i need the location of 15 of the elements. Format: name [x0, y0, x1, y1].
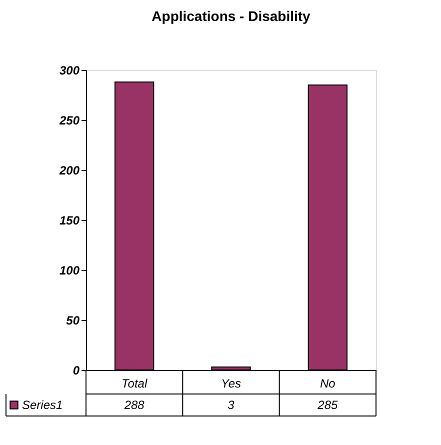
x-tick-label: No — [320, 376, 336, 390]
y-tick-label: 200 — [58, 164, 80, 178]
y-tick-label: 100 — [59, 264, 80, 278]
legend-label: Series1 — [22, 398, 63, 412]
x-tick-label: Yes — [220, 376, 242, 390]
chart-title: Applications - Disability — [152, 8, 311, 24]
data-label: 3 — [228, 398, 235, 412]
y-tick-label: 250 — [58, 114, 80, 128]
y-tick-label: 150 — [59, 214, 80, 228]
y-tick-label: 0 — [72, 364, 80, 378]
data-label: 288 — [123, 398, 145, 412]
data-label: 285 — [316, 398, 338, 412]
y-tick-label: 300 — [59, 64, 80, 78]
x-tick-label: Total — [122, 376, 148, 390]
y-tick-label: 50 — [66, 314, 80, 328]
